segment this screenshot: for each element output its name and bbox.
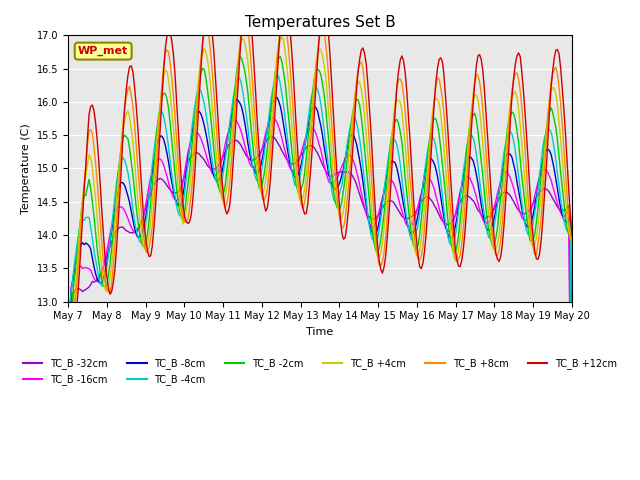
- TC_B +8cm: [280, 13, 287, 19]
- TC_B -4cm: [338, 182, 346, 188]
- Line: TC_B -2cm: TC_B -2cm: [68, 56, 572, 480]
- TC_B +8cm: [188, 192, 195, 197]
- TC_B -2cm: [92, 229, 99, 235]
- TC_B +8cm: [257, 186, 265, 192]
- TC_B -8cm: [186, 146, 193, 152]
- TC_B -32cm: [188, 153, 195, 159]
- TC_B -16cm: [92, 278, 99, 284]
- TC_B -32cm: [257, 149, 265, 155]
- TC_B -4cm: [92, 257, 99, 263]
- TC_B +8cm: [186, 205, 193, 211]
- TC_B -4cm: [273, 72, 281, 78]
- TC_B -16cm: [257, 150, 265, 156]
- TC_B -2cm: [338, 199, 346, 204]
- TC_B -32cm: [383, 199, 391, 204]
- TC_B +4cm: [186, 187, 193, 192]
- TC_B -32cm: [92, 278, 99, 284]
- TC_B -8cm: [383, 170, 391, 176]
- TC_B +8cm: [338, 225, 346, 231]
- TC_B +12cm: [257, 173, 265, 179]
- TC_B -4cm: [188, 132, 195, 138]
- TC_B +8cm: [568, 241, 576, 247]
- TC_B -8cm: [273, 95, 281, 100]
- TC_B -16cm: [188, 137, 195, 143]
- Legend: TC_B -32cm, TC_B -16cm, TC_B -8cm, TC_B -4cm, TC_B -2cm, TC_B +4cm, TC_B +8cm, T: TC_B -32cm, TC_B -16cm, TC_B -8cm, TC_B …: [19, 354, 621, 389]
- TC_B -2cm: [186, 169, 193, 175]
- TC_B -2cm: [236, 53, 244, 59]
- TC_B +12cm: [188, 212, 195, 218]
- TC_B +4cm: [278, 34, 285, 40]
- TC_B -32cm: [267, 134, 275, 140]
- TC_B -8cm: [257, 163, 265, 168]
- TC_B +4cm: [338, 215, 346, 220]
- TC_B -4cm: [383, 163, 391, 169]
- X-axis label: Time: Time: [307, 327, 333, 337]
- TC_B -8cm: [188, 136, 195, 142]
- TC_B -16cm: [383, 180, 391, 186]
- Text: WP_met: WP_met: [78, 46, 128, 56]
- TC_B -16cm: [338, 164, 346, 169]
- TC_B -8cm: [568, 449, 576, 455]
- TC_B +4cm: [568, 241, 576, 247]
- TC_B -16cm: [270, 115, 278, 121]
- Line: TC_B -32cm: TC_B -32cm: [68, 137, 572, 480]
- TC_B -2cm: [383, 175, 391, 180]
- TC_B -2cm: [259, 180, 266, 185]
- TC_B +12cm: [92, 120, 99, 125]
- TC_B -4cm: [186, 146, 193, 152]
- Title: Temperatures Set B: Temperatures Set B: [244, 15, 396, 30]
- Line: TC_B -8cm: TC_B -8cm: [68, 97, 572, 480]
- Line: TC_B -16cm: TC_B -16cm: [68, 118, 572, 480]
- TC_B -8cm: [338, 172, 346, 178]
- TC_B +4cm: [188, 171, 195, 177]
- TC_B +4cm: [257, 190, 265, 195]
- TC_B +4cm: [383, 189, 391, 194]
- TC_B -32cm: [338, 169, 346, 175]
- TC_B -16cm: [186, 143, 193, 149]
- TC_B -2cm: [188, 152, 195, 157]
- Line: TC_B -4cm: TC_B -4cm: [68, 75, 572, 480]
- Line: TC_B +4cm: TC_B +4cm: [68, 37, 572, 480]
- TC_B -4cm: [257, 172, 265, 178]
- TC_B -32cm: [186, 156, 193, 162]
- Line: TC_B +8cm: TC_B +8cm: [68, 16, 572, 480]
- Line: TC_B +12cm: TC_B +12cm: [68, 0, 572, 480]
- TC_B +8cm: [92, 160, 99, 166]
- TC_B -8cm: [92, 271, 99, 276]
- TC_B -2cm: [568, 232, 576, 238]
- Y-axis label: Temperature (C): Temperature (C): [21, 123, 31, 214]
- TC_B +12cm: [383, 235, 391, 240]
- TC_B +12cm: [568, 232, 576, 238]
- TC_B +4cm: [92, 195, 99, 201]
- TC_B +8cm: [383, 213, 391, 219]
- TC_B +12cm: [338, 230, 346, 236]
- TC_B +12cm: [186, 219, 193, 225]
